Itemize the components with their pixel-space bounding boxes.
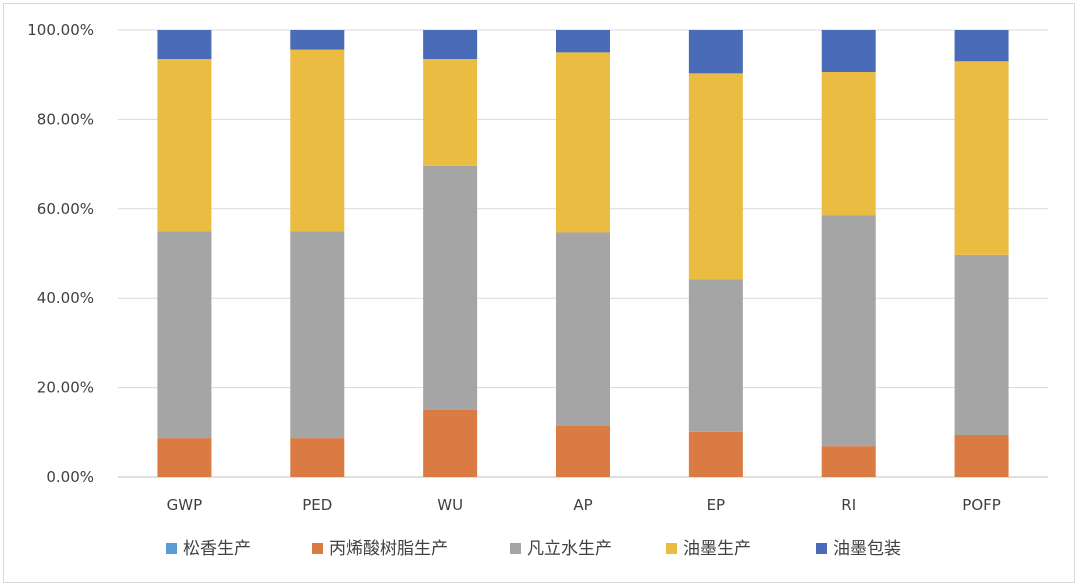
x-tick-label: PED bbox=[302, 496, 332, 514]
bar-segment bbox=[290, 30, 345, 50]
legend-swatch bbox=[166, 543, 177, 554]
y-tick-label: 20.00% bbox=[37, 379, 94, 397]
bar-segment bbox=[556, 30, 610, 53]
x-tick-label: GWP bbox=[167, 496, 203, 514]
bar-segment bbox=[157, 59, 212, 232]
bar-segment bbox=[423, 409, 478, 477]
bar-segment bbox=[157, 30, 212, 60]
legend-swatch bbox=[510, 543, 521, 554]
bar-segment bbox=[290, 438, 345, 477]
bar-segment bbox=[157, 438, 212, 477]
bar-segment bbox=[688, 431, 743, 477]
legend-swatch bbox=[816, 543, 827, 554]
bar-segment bbox=[954, 254, 1009, 435]
y-tick-label: 0.00% bbox=[46, 468, 94, 486]
bar-segment bbox=[688, 30, 743, 74]
x-axis-tick-labels: GWP PED WU AP EP RI POFP bbox=[167, 496, 1001, 514]
y-axis-tick-labels: 0.00% 20.00% 40.00% 60.00% 80.00% 100.00% bbox=[27, 21, 94, 486]
bar-segment bbox=[556, 52, 610, 233]
legend-label: 凡立水生产 bbox=[527, 539, 612, 559]
bar-segment bbox=[688, 73, 743, 280]
y-tick-label: 100.00% bbox=[27, 21, 94, 39]
bar-segment bbox=[290, 231, 345, 439]
bar-segment bbox=[821, 72, 876, 216]
bar-segment bbox=[688, 279, 743, 432]
x-tick-label: EP bbox=[707, 496, 726, 514]
x-tick-label: WU bbox=[437, 496, 463, 514]
bar-segment bbox=[954, 61, 1009, 255]
legend-label: 松香生产 bbox=[183, 539, 251, 559]
bar-segment bbox=[821, 30, 876, 73]
legend-label: 油墨生产 bbox=[683, 539, 751, 559]
y-tick-label: 40.00% bbox=[37, 289, 94, 307]
bar-segment bbox=[556, 425, 610, 477]
bars bbox=[157, 30, 1009, 477]
bar-segment bbox=[954, 434, 1009, 477]
bar-segment bbox=[821, 215, 876, 447]
x-tick-label: POFP bbox=[962, 496, 1001, 514]
y-tick-label: 60.00% bbox=[37, 200, 94, 218]
bar-segment bbox=[423, 59, 478, 166]
legend-swatch bbox=[666, 543, 677, 554]
x-tick-label: RI bbox=[841, 496, 856, 514]
legend: 松香生产 丙烯酸树脂生产 凡立水生产 油墨生产 油墨包装 bbox=[166, 539, 901, 559]
y-tick-label: 80.00% bbox=[37, 110, 94, 128]
legend-swatch bbox=[312, 543, 323, 554]
bar-segment bbox=[423, 30, 478, 60]
legend-label: 油墨包装 bbox=[833, 539, 901, 559]
bar-segment bbox=[556, 232, 610, 426]
bar-segment bbox=[821, 446, 876, 477]
bar-segment bbox=[954, 30, 1009, 62]
bar-segment bbox=[157, 231, 212, 439]
bar-segment bbox=[423, 165, 478, 410]
bar-segment bbox=[290, 49, 345, 232]
x-tick-label: AP bbox=[573, 496, 592, 514]
legend-label: 丙烯酸树脂生产 bbox=[329, 539, 448, 559]
